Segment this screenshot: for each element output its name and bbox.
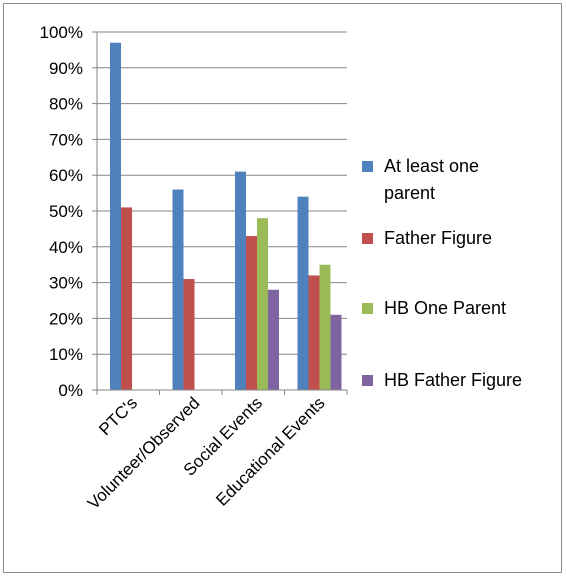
y-tick-label: 90%: [49, 59, 83, 78]
x-category-label: PTC's: [95, 393, 141, 439]
legend-item-hb-one-parent: HB One Parent: [362, 298, 506, 318]
legend-swatch: [362, 161, 373, 172]
legend-swatch: [362, 233, 373, 244]
legend-label: At least one parent: [384, 156, 479, 203]
y-tick-label: 70%: [49, 130, 83, 149]
y-tick-label: 30%: [49, 274, 83, 293]
bar-at-least-one-parent-ptc-s: [110, 42, 121, 391]
y-axis-ticks: 0% 10% 20% 30% 40% 50% 60% 70% 80% 90% 100%: [40, 23, 97, 400]
legend-label: Father Figure: [384, 228, 492, 248]
bar-father-figure-educational-events: [308, 275, 320, 390]
chart-frame: [3, 3, 562, 573]
bar-father-figure-volunteer-observed: [183, 279, 195, 390]
bar-father-figure-social-events: [246, 236, 257, 390]
y-tick-label: 40%: [49, 238, 83, 257]
bars: [110, 42, 342, 391]
legend-swatch: [362, 375, 373, 386]
y-tick-label: 10%: [49, 345, 83, 364]
bar-father-figure-ptc-s: [121, 207, 132, 390]
legend-item-father-figure: Father Figure: [362, 228, 492, 248]
y-tick-label: 50%: [49, 202, 83, 221]
x-category-label: Educational Events: [212, 393, 328, 509]
bar-hb-father-figure-educational-events: [330, 314, 342, 390]
legend-label: HB One Parent: [384, 298, 506, 318]
legend-swatch: [362, 303, 373, 314]
x-category-label: Volunteer/Observed: [84, 393, 204, 513]
legend: At least one parent Father Figure HB One Pa…: [362, 156, 522, 390]
y-tick-label: 100%: [40, 23, 83, 42]
bar-at-least-one-parent-social-events: [235, 171, 246, 390]
bar-hb-one-parent-educational-events: [319, 264, 331, 390]
legend-item-at-least-one-parent: At least one parent: [362, 156, 479, 203]
bar-hb-one-parent-social-events: [257, 218, 268, 390]
bar-hb-father-figure-social-events: [268, 289, 279, 390]
y-tick-label: 0%: [58, 381, 83, 400]
y-tick-label: 20%: [49, 309, 83, 328]
y-tick-label: 80%: [49, 95, 83, 114]
y-tick-label: 60%: [49, 166, 83, 185]
legend-label: HB Father Figure: [384, 370, 522, 390]
legend-item-hb-father-figure: HB Father Figure: [362, 370, 522, 390]
bar-at-least-one-parent-educational-events: [297, 196, 309, 390]
bar-at-least-one-parent-volunteer-observed: [172, 189, 184, 390]
